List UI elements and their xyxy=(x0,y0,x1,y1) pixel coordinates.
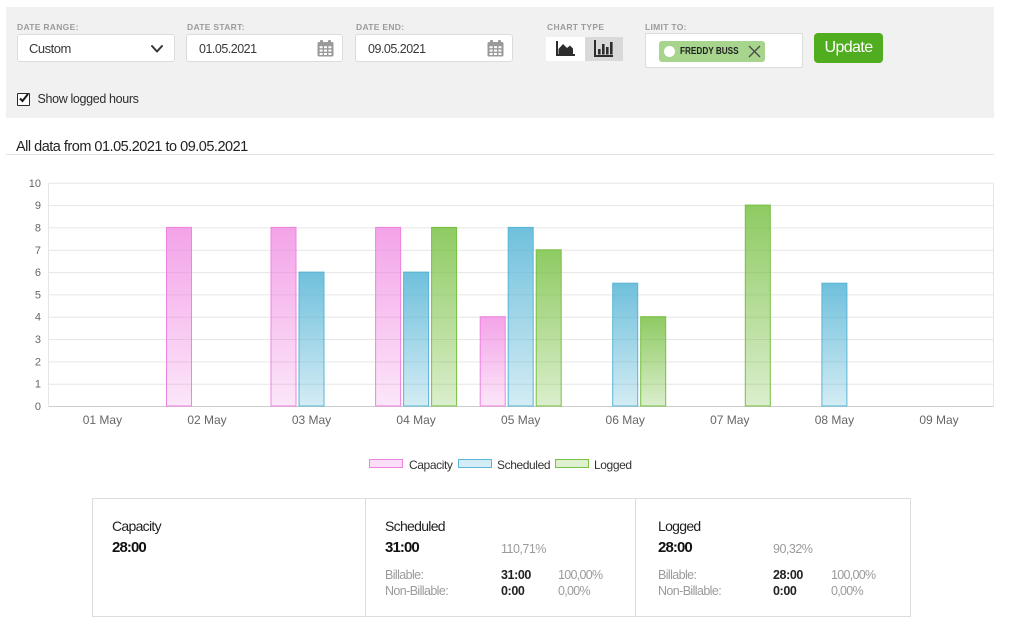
svg-text:02 May: 02 May xyxy=(187,413,226,427)
svg-text:06 May: 06 May xyxy=(606,413,645,427)
svg-text:2: 2 xyxy=(35,356,41,368)
svg-text:03 May: 03 May xyxy=(292,413,331,427)
svg-text:05 May: 05 May xyxy=(501,413,540,427)
svg-text:04 May: 04 May xyxy=(396,413,435,427)
svg-text:5: 5 xyxy=(35,289,41,301)
svg-text:0: 0 xyxy=(35,401,41,413)
svg-text:9: 9 xyxy=(35,200,41,212)
svg-text:09 May: 09 May xyxy=(919,413,958,427)
svg-text:1: 1 xyxy=(35,379,41,391)
svg-text:8: 8 xyxy=(35,222,41,234)
svg-text:3: 3 xyxy=(35,334,41,346)
svg-text:4: 4 xyxy=(35,312,41,324)
svg-text:07 May: 07 May xyxy=(710,413,749,427)
svg-text:7: 7 xyxy=(35,245,41,257)
svg-text:6: 6 xyxy=(35,267,41,279)
svg-text:08 May: 08 May xyxy=(815,413,854,427)
svg-text:01 May: 01 May xyxy=(83,413,122,427)
svg-text:10: 10 xyxy=(29,178,41,190)
